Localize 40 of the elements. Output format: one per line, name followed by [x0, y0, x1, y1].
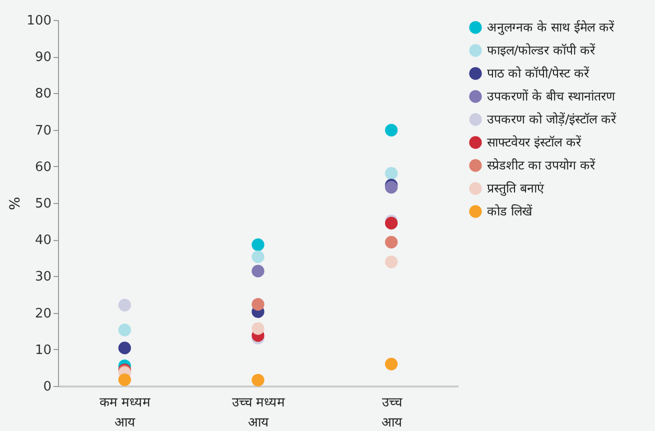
legend-label: प्रस्तुति बनाएं — [487, 180, 545, 196]
x-tick-label: उच्च मध्यम आय — [232, 396, 286, 430]
legend-label: स्प्रेडशीट का उपयोग करें — [487, 158, 596, 172]
legend-label: फाइल/फोल्डर कॉपी करें — [487, 42, 596, 58]
y-tick-label: 50 — [34, 196, 52, 212]
legend-label: साफ्टवेयर इंस्टॉल करें — [487, 134, 582, 150]
point — [385, 358, 398, 370]
legend-label: उपकरणों के बीच स्थानांतरण — [487, 88, 616, 104]
point — [385, 256, 398, 268]
point — [118, 298, 131, 312]
y-tick-label: 10 — [34, 342, 52, 358]
point — [385, 180, 398, 194]
x-tick-label: कम मध्यम आय — [100, 396, 151, 430]
point — [118, 373, 131, 386]
point — [385, 236, 398, 248]
y-tick-label: 60 — [34, 160, 52, 175]
y-tick-label: 20 — [34, 306, 52, 322]
y-tick-label: 90 — [34, 50, 52, 66]
legend-label: पाठ को कॉपी/पेस्ट करें — [487, 66, 590, 80]
point — [252, 264, 264, 278]
legend-label: उपकरण को जोड़ें/इंस्टॉल करें — [487, 112, 618, 126]
x-tick-label: उच्च आय — [381, 396, 403, 430]
y-tick-label: 0 — [43, 380, 52, 394]
point — [252, 238, 264, 252]
point — [385, 124, 398, 136]
point — [118, 324, 131, 336]
y-axis-title: % — [8, 196, 24, 210]
y-tick-label: 40 — [34, 233, 52, 248]
y-tick-label: 70 — [34, 123, 52, 138]
y-tick-label: 30 — [34, 270, 52, 285]
point — [252, 322, 264, 335]
point — [252, 298, 264, 311]
y-tick-label: 80 — [34, 86, 52, 102]
legend-label: अनुलग्नक के साथ ईमेल करें — [487, 20, 615, 36]
point — [252, 250, 264, 264]
point — [118, 342, 131, 354]
point — [385, 167, 398, 180]
point — [252, 374, 264, 386]
legend-label: कोड लिखें — [487, 204, 533, 218]
y-tick-label: 100 — [26, 14, 52, 28]
